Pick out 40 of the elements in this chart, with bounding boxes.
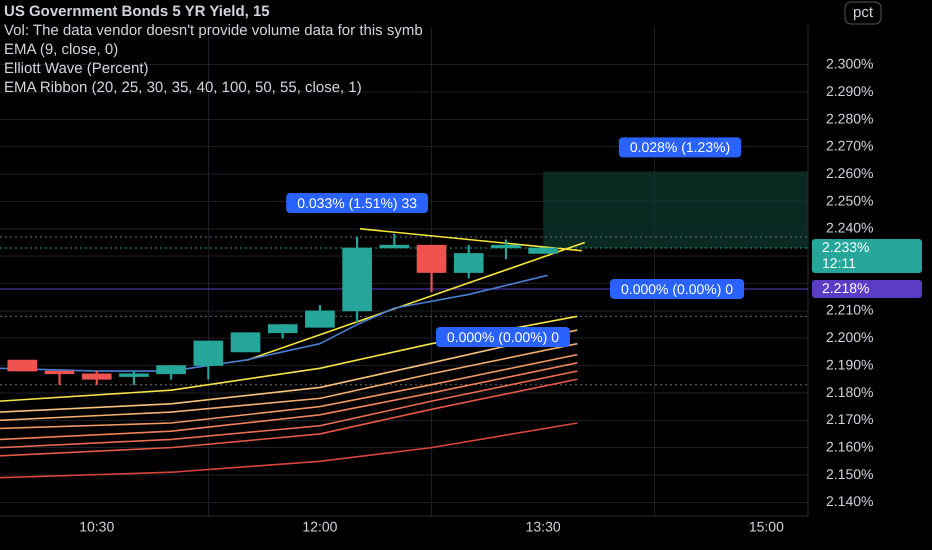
y-tick-label: 2.170% <box>826 411 874 428</box>
y-tick-label: 2.190% <box>826 356 874 372</box>
annotation: Elliott Wave (Percent) <box>4 59 150 78</box>
annotation: 0.028% (1.23%) <box>630 139 730 156</box>
annotation: EMA (9, close, 0) <box>4 40 120 59</box>
candlestick <box>44 370 74 386</box>
y-tick-label: 2.210% <box>826 302 874 318</box>
y-tick-label: 2.240% <box>826 220 874 236</box>
y-tick-label: 2.180% <box>826 384 874 400</box>
candlestick <box>156 365 186 380</box>
x-tick-label: 15:00 <box>748 518 784 534</box>
y-tick-label: 2.270% <box>826 138 874 154</box>
y-tick-label: 2.290% <box>826 82 874 99</box>
x-tick-label: 13:30 <box>526 518 561 534</box>
annotation: 0.033% (1.51%) 33 <box>297 194 418 211</box>
candlestick <box>416 244 446 292</box>
y-tick-label: 2.140% <box>826 493 874 510</box>
ref-line-label: 2.218% <box>822 280 870 296</box>
candlestick <box>193 340 224 380</box>
y-tick-label: 2.300% <box>826 56 874 72</box>
candlestick <box>7 360 38 372</box>
candlestick <box>230 332 260 352</box>
candlestick <box>305 305 335 328</box>
y-tick-label: 2.160% <box>826 438 874 454</box>
x-tick-label: 10:30 <box>79 518 114 534</box>
candlestick <box>268 324 298 339</box>
y-tick-label: 2.280% <box>826 110 874 126</box>
y-tick-label: 2.250% <box>826 192 874 208</box>
annotation: EMA Ribbon (20, 25, 30, 35, 40, 100, 50, 55, close, 1) <box>4 78 363 97</box>
annotation: Vol: The data vendor doesn't provide volume data for this symb <box>4 21 423 40</box>
y-axis-title: pct <box>852 4 874 22</box>
y-tick-label: 2.260% <box>826 164 874 181</box>
x-tick-label: 12:00 <box>302 518 338 534</box>
y-tick-label: 2.150% <box>826 466 874 482</box>
annotation: 0.000% (0.00%) 0 <box>621 280 734 297</box>
chart-title: US Government Bonds 5 YR Yield, 15 <box>4 2 271 21</box>
y-tick-label: 2.200% <box>826 329 874 346</box>
ref-line-label: 2.233% 12:11 <box>822 238 870 271</box>
candlestick <box>119 370 149 386</box>
annotation: 0.000% (0.00%) 0 <box>446 328 560 345</box>
